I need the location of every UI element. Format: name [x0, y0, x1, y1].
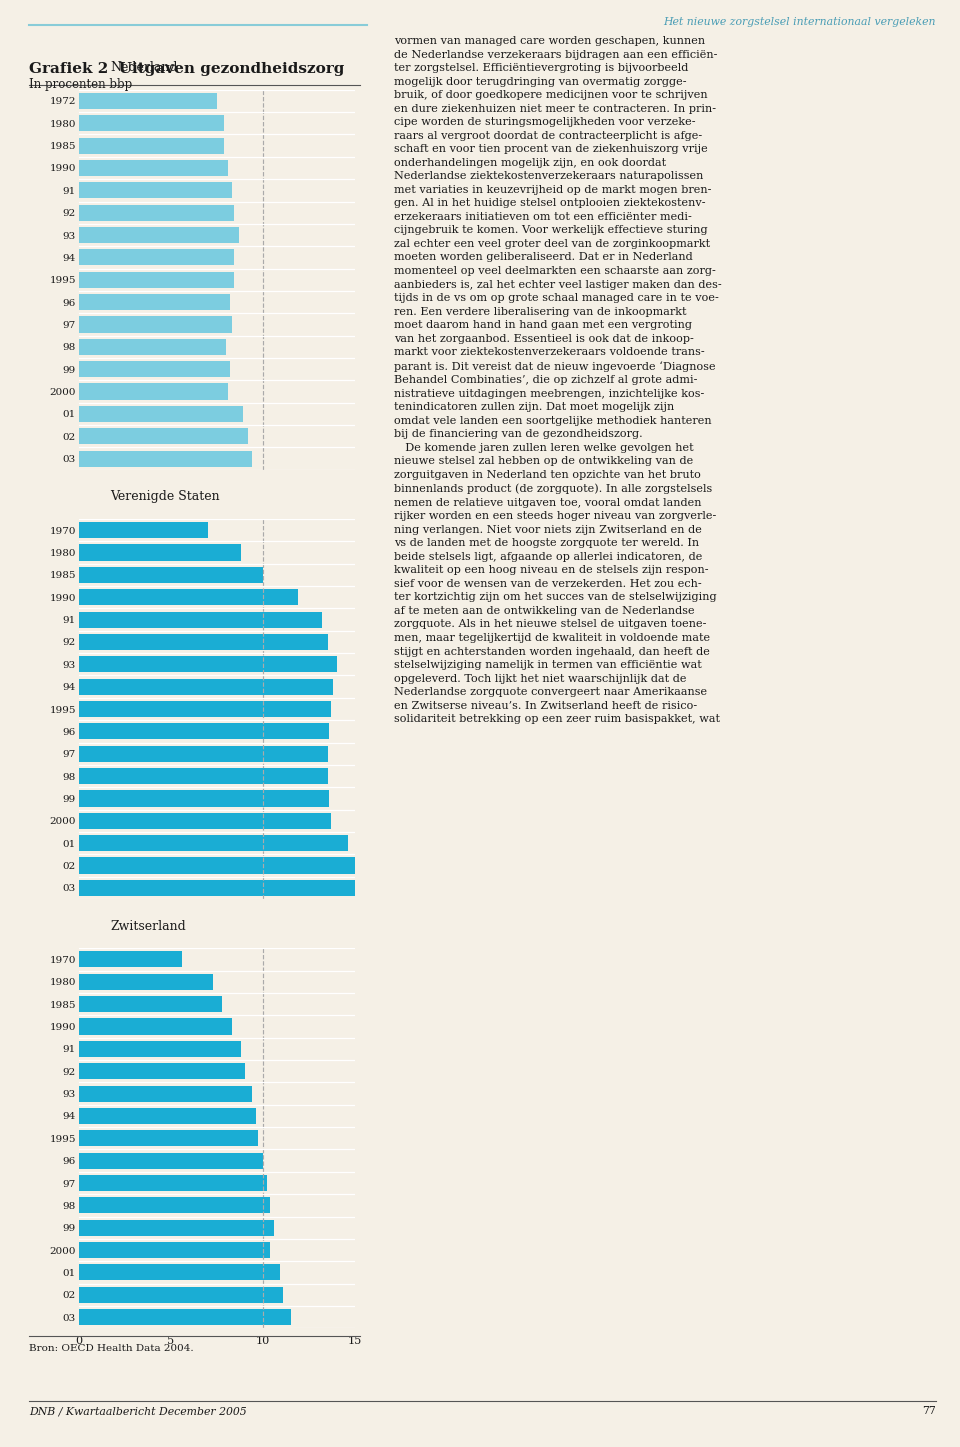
Bar	[79, 768, 327, 784]
Bar	[79, 974, 213, 990]
Text: Bron: OECD Health Data 2004.: Bron: OECD Health Data 2004.	[29, 1344, 193, 1353]
Text: In procenten bbp: In procenten bbp	[29, 78, 132, 91]
Bar	[79, 1265, 279, 1281]
Bar	[79, 137, 225, 153]
Bar	[79, 1310, 291, 1325]
Text: DNB / Kwartaalbericht December 2005: DNB / Kwartaalbericht December 2005	[29, 1406, 247, 1417]
Bar	[79, 745, 327, 761]
Text: vormen van managed care worden geschapen, kunnen
de Nederlandse verzekeraars bij: vormen van managed care worden geschapen…	[394, 36, 721, 723]
Text: Verenigde Staten: Verenigde Staten	[110, 491, 220, 504]
Bar	[79, 249, 233, 265]
Bar	[79, 227, 239, 243]
Bar	[79, 634, 327, 650]
Bar	[79, 996, 223, 1013]
Bar	[79, 272, 233, 288]
Bar	[79, 294, 229, 310]
Bar	[79, 1064, 245, 1079]
Bar	[79, 161, 228, 177]
Bar	[79, 116, 225, 132]
Bar	[79, 428, 249, 444]
Bar	[79, 1153, 263, 1169]
Bar	[79, 544, 241, 560]
Bar	[79, 835, 348, 851]
Bar	[79, 204, 233, 221]
Text: Het nieuwe zorgstelsel internationaal vergeleken: Het nieuwe zorgstelsel internationaal ve…	[663, 17, 936, 27]
Bar	[79, 1040, 241, 1056]
Bar	[79, 1242, 271, 1257]
Bar	[79, 1220, 275, 1236]
Bar	[79, 405, 243, 423]
Bar	[79, 1108, 255, 1124]
Text: Nederland: Nederland	[110, 61, 178, 74]
Bar	[79, 1197, 271, 1214]
Bar	[79, 880, 361, 896]
Bar	[79, 813, 331, 829]
Bar	[79, 317, 231, 333]
Bar	[79, 93, 217, 109]
Bar	[79, 589, 298, 605]
Bar	[79, 182, 231, 198]
Bar	[79, 1130, 257, 1146]
Bar	[79, 679, 333, 695]
Bar	[79, 522, 207, 538]
Bar	[79, 1085, 252, 1101]
Bar	[79, 790, 329, 806]
Bar	[79, 450, 252, 467]
Text: Grafiek 2  Uitgaven gezondheidszorg: Grafiek 2 Uitgaven gezondheidszorg	[29, 62, 345, 77]
Bar	[79, 567, 263, 583]
Bar	[79, 339, 227, 355]
Bar	[79, 1019, 231, 1035]
Bar	[79, 858, 355, 874]
Bar	[79, 362, 229, 378]
Bar	[79, 657, 337, 673]
Bar	[79, 724, 329, 739]
Bar	[79, 1175, 267, 1191]
Text: 77: 77	[923, 1406, 936, 1417]
Bar	[79, 612, 322, 628]
Bar	[79, 951, 182, 968]
Bar	[79, 1286, 283, 1302]
Text: Zwitserland: Zwitserland	[110, 920, 186, 933]
Bar	[79, 383, 228, 399]
Bar	[79, 700, 331, 718]
